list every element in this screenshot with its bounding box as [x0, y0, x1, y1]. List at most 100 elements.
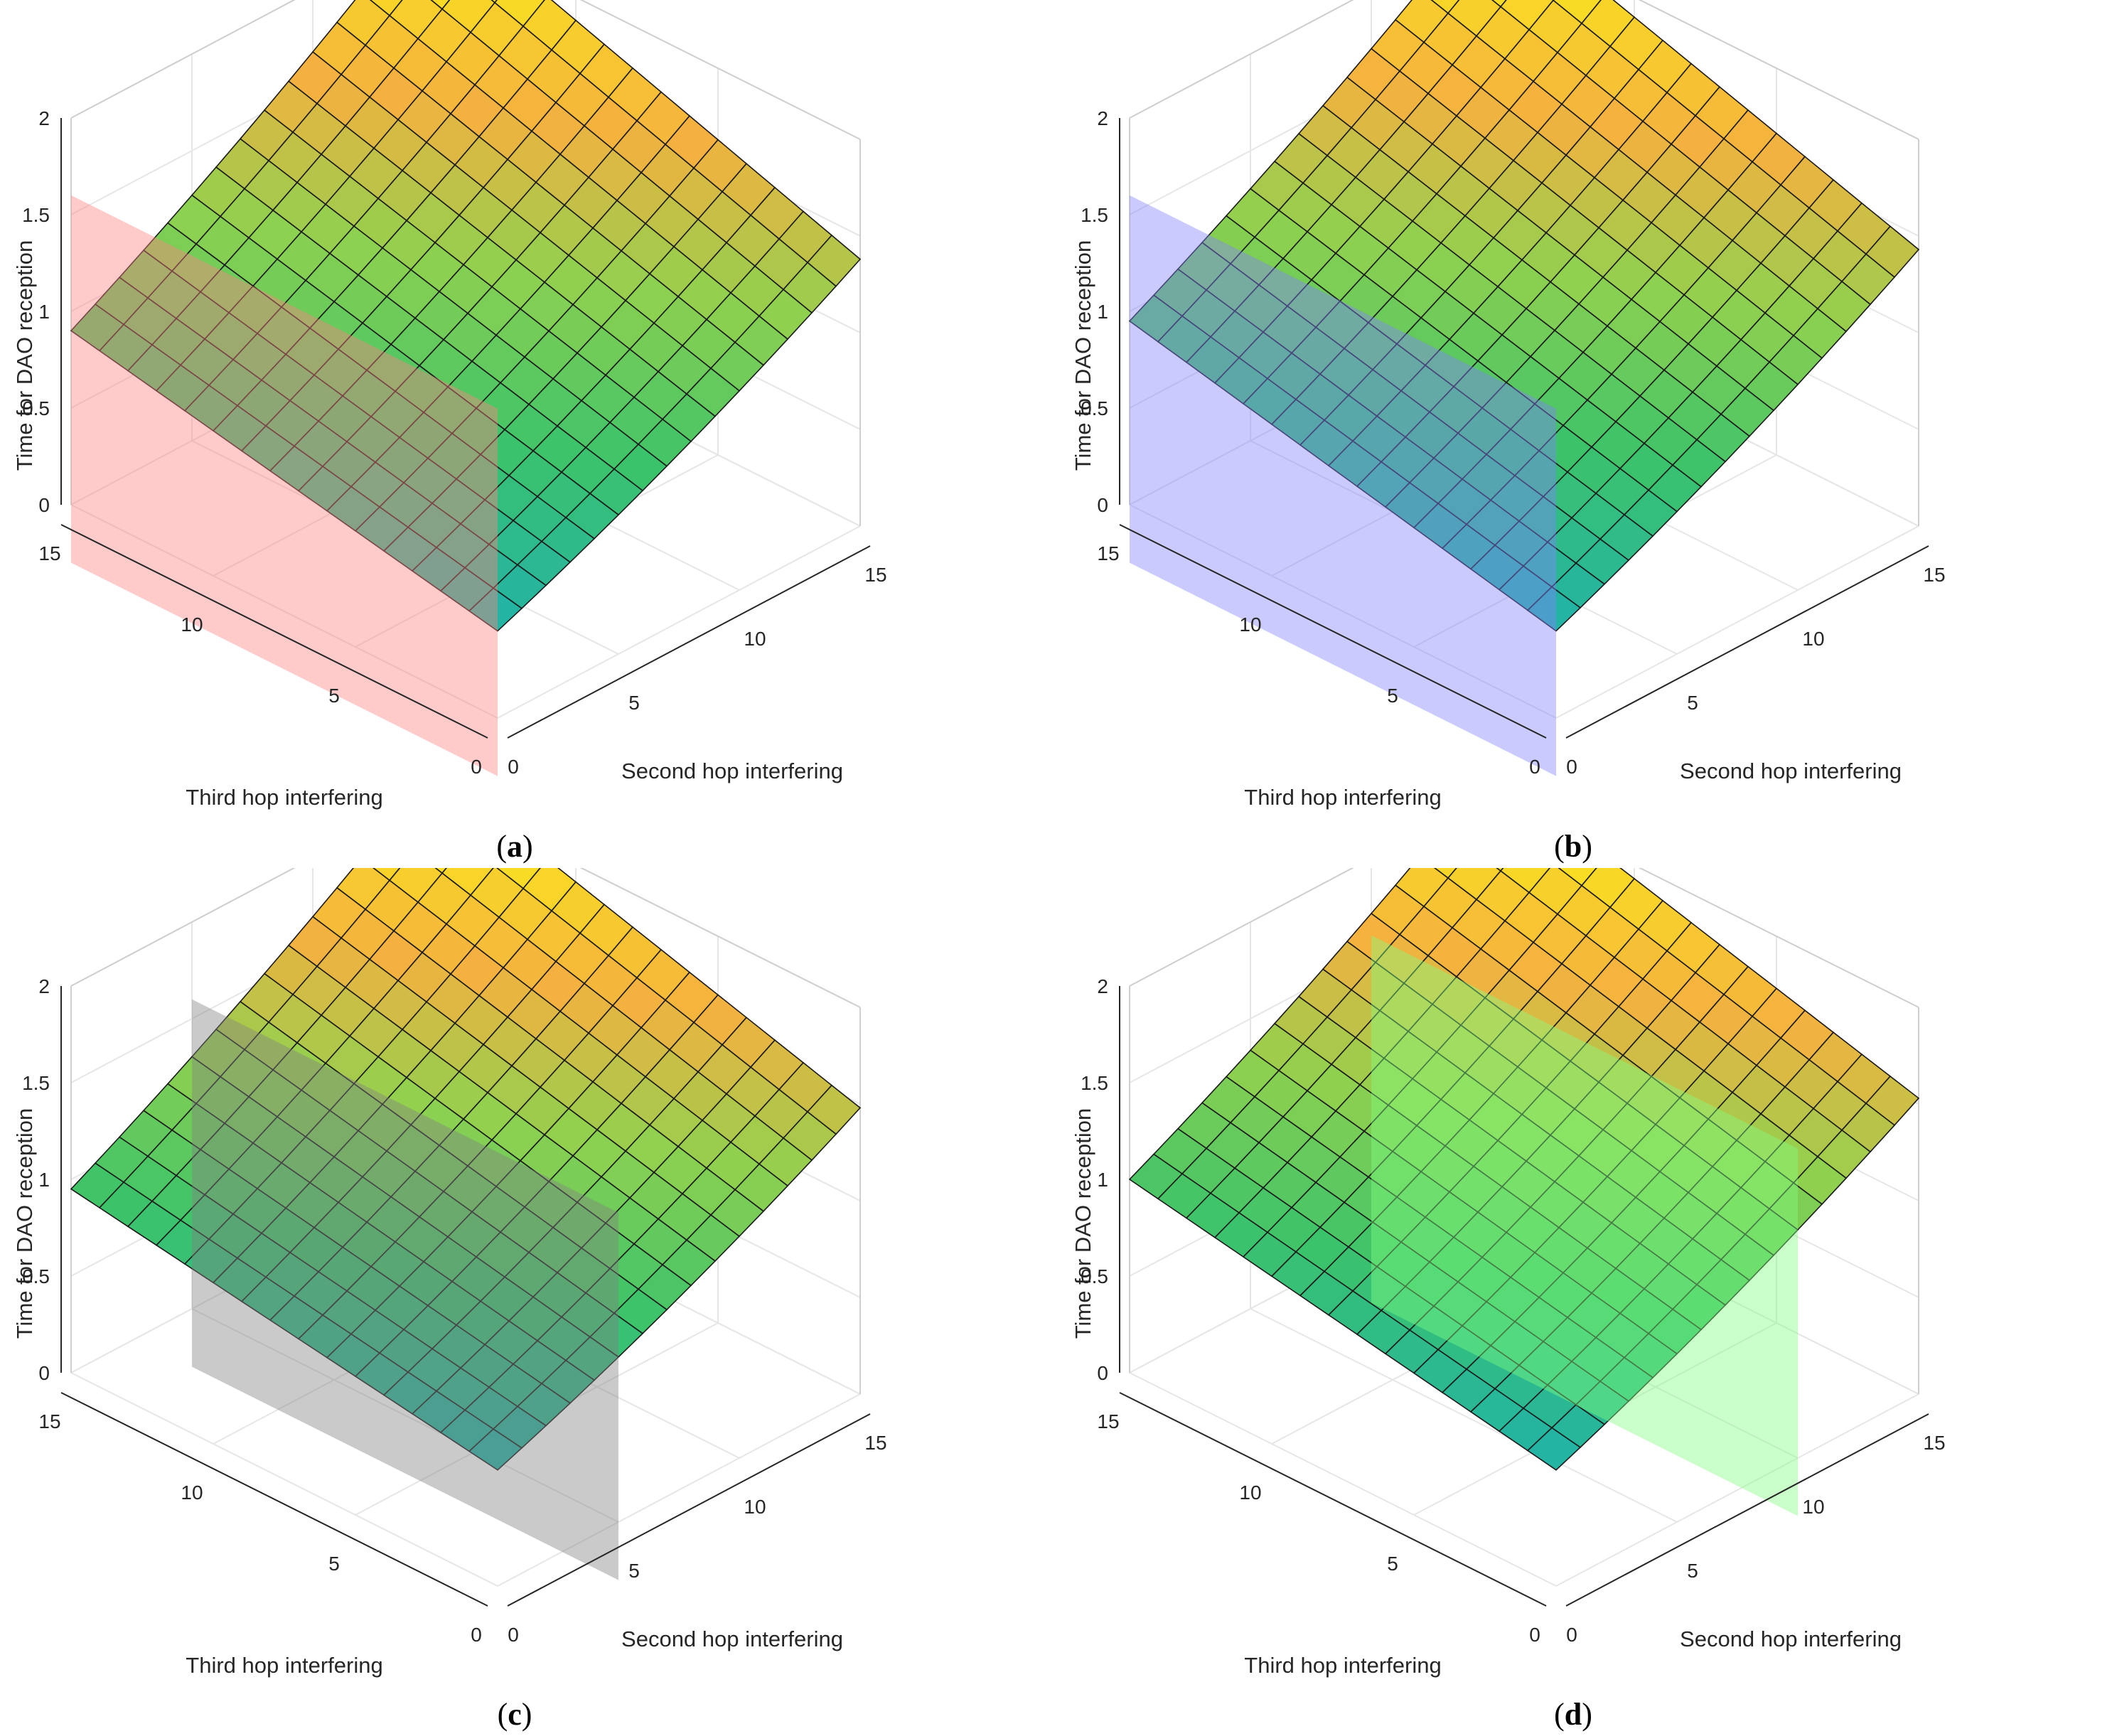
y-tick-label: 0	[471, 1624, 482, 1646]
z-tick-label: 0.5	[22, 397, 50, 419]
x-tick-label: 5	[1687, 692, 1698, 714]
z-tick-label: 0.5	[1081, 1265, 1108, 1287]
x-axis-line	[1565, 545, 1929, 739]
panel-caption: (c)	[498, 1697, 532, 1732]
y-tick-label: 10	[181, 614, 203, 636]
z-tick-label: 2	[38, 107, 50, 129]
y-tick-label: 15	[38, 1410, 60, 1432]
panel-b: 0 5 10 15 0 5 10 15 0 0.5 1 1.5 2 Second hop interfer…	[1058, 0, 2117, 868]
x-tick-label: 0	[1566, 1624, 1577, 1646]
x-tick-label: 15	[864, 564, 886, 586]
z-axis-label: Time for DAO reception	[1071, 1108, 1095, 1339]
x-tick-label: 15	[1923, 564, 1945, 586]
surface-patch	[1430, 0, 1460, 14]
surface-plot-b: 0 5 10 15 0 5 10 15 0 0.5 1 1.5 2 Second hop interfer…	[1071, 0, 1946, 864]
z-tick-label: 1.5	[1081, 1072, 1108, 1094]
surface-patch	[434, 868, 447, 874]
y-tick-label: 0	[1529, 1624, 1540, 1646]
y-tick-label: 10	[1239, 1482, 1261, 1504]
y-tick-label: 15	[1097, 542, 1119, 564]
x-tick-label: 10	[744, 1496, 766, 1518]
y-tick-label: 5	[328, 685, 340, 707]
y-tick-label: 0	[1529, 756, 1540, 778]
x-axis-label: Second hop interfering	[1680, 759, 1902, 783]
surface	[1128, 868, 1920, 1471]
y-tick-label: 10	[1239, 614, 1261, 636]
axes	[1119, 118, 1929, 739]
box-edge	[70, 0, 296, 119]
box-edge	[70, 868, 296, 987]
y-tick-label: 5	[1387, 1553, 1398, 1575]
z-tick-label: 0.5	[22, 1265, 50, 1287]
panel-caption: (a)	[496, 829, 532, 864]
surface	[70, 0, 862, 632]
panel-a: 0 5 10 15 0 5 10 15 0 0.5 1 1.5 2 Second hop interfer…	[0, 0, 1058, 868]
z-tick-label: 1	[38, 1169, 50, 1191]
x-tick-label: 15	[1923, 1432, 1945, 1454]
z-tick-label: 1	[1097, 301, 1108, 323]
y-tick-label: 15	[1097, 1410, 1119, 1432]
x-tick-label: 5	[1687, 1560, 1698, 1582]
x-tick-label: 0	[508, 756, 519, 778]
z-tick-label: 0	[38, 494, 50, 516]
surface	[70, 868, 862, 1471]
z-tick-label: 2	[38, 975, 50, 997]
box-edge	[1129, 0, 1354, 119]
x-tick-label: 10	[1802, 628, 1824, 650]
y-axis-line	[1119, 524, 1547, 739]
surface-plot-d: 0 5 10 15 0 5 10 15 0 0.5 1 1.5 2 Second hop interfer…	[1071, 868, 1946, 1732]
surface-patch	[373, 868, 401, 882]
y-axis-label: Third hop interfering	[186, 785, 382, 810]
z-tick-label: 2	[1097, 975, 1108, 997]
x-tick-label: 5	[628, 1560, 640, 1582]
box-edge	[1129, 868, 1354, 987]
z-tick-label: 2	[1097, 107, 1108, 129]
x-axis-line	[1565, 1413, 1929, 1607]
surface-patch	[1433, 868, 1457, 879]
y-axis-label: Third hop interfering	[1244, 1653, 1441, 1678]
x-tick-label: 15	[864, 1432, 886, 1454]
x-axis-label: Second hop interfering	[621, 1627, 843, 1651]
surface-patch	[468, 1428, 523, 1471]
box-edge	[579, 868, 861, 1008]
surface-plot-a: 0 5 10 15 0 5 10 15 0 0.5 1 1.5 2 Second hop interfer…	[12, 0, 887, 864]
cutting-plane	[192, 999, 618, 1580]
surface-patch	[1491, 0, 1507, 8]
z-tick-label: 1	[1097, 1169, 1108, 1191]
y-axis-label: Third hop interfering	[1244, 785, 1441, 810]
x-tick-label: 5	[628, 692, 640, 714]
x-tick-label: 0	[508, 1624, 519, 1646]
x-axis-line	[507, 545, 871, 739]
z-axis-label: Time for DAO reception	[12, 1108, 37, 1339]
panel-caption: (b)	[1554, 829, 1592, 864]
z-tick-label: 1.5	[22, 1072, 50, 1094]
z-tick-label: 0	[38, 1362, 50, 1384]
box-edge	[1638, 0, 1919, 140]
cutting-plane	[1371, 935, 1798, 1516]
x-tick-label: 10	[1802, 1496, 1824, 1518]
surface-patch	[1526, 586, 1582, 632]
axes	[60, 118, 871, 739]
box-edge	[1638, 868, 1919, 1008]
x-tick-label: 0	[1566, 756, 1577, 778]
panel-c: 0 5 10 15 0 5 10 15 0 0.5 1 1.5 2 Second hop interfer…	[0, 868, 1058, 1736]
y-tick-label: 5	[328, 1553, 340, 1575]
y-axis-label: Third hop interfering	[186, 1653, 382, 1678]
z-axis-label: Time for DAO reception	[1071, 240, 1095, 471]
axes	[60, 986, 871, 1607]
z-tick-label: 0	[1097, 1362, 1108, 1384]
y-axis-line	[60, 1392, 488, 1607]
y-tick-label: 10	[181, 1482, 203, 1504]
surface-plot-c: 0 5 10 15 0 5 10 15 0 0.5 1 1.5 2 Second hop interfer…	[12, 868, 887, 1732]
surface-patch	[430, 0, 451, 10]
z-tick-label: 1.5	[22, 204, 50, 226]
panel-caption: (d)	[1554, 1697, 1592, 1732]
x-tick-label: 10	[744, 628, 766, 650]
axes	[1119, 986, 1929, 1607]
z-axis-label: Time for DAO reception	[12, 240, 37, 471]
surface-patch	[1526, 1427, 1582, 1471]
y-tick-label: 0	[471, 756, 482, 778]
cutting-plane	[1130, 195, 1556, 776]
surface	[1128, 0, 1920, 632]
